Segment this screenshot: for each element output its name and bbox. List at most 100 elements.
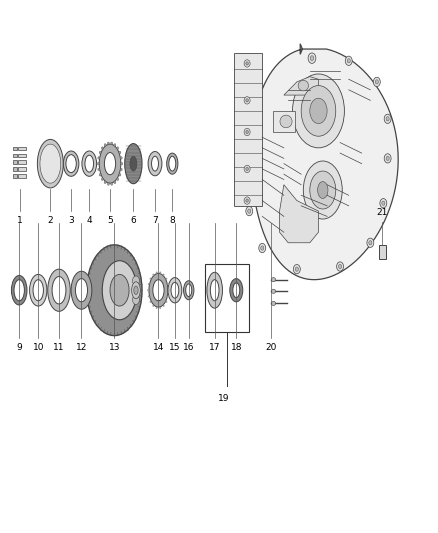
Ellipse shape [120,157,122,159]
Ellipse shape [48,269,70,311]
Ellipse shape [71,271,92,309]
Ellipse shape [134,286,138,294]
Ellipse shape [246,199,248,202]
Text: 8: 8 [170,216,175,225]
Ellipse shape [318,182,328,198]
Text: 10: 10 [32,343,44,352]
Text: 2: 2 [48,216,53,225]
Ellipse shape [375,80,378,84]
Ellipse shape [293,264,300,274]
Text: 18: 18 [230,343,242,352]
Ellipse shape [301,86,336,136]
Ellipse shape [163,305,165,307]
Text: 7: 7 [152,216,158,225]
Ellipse shape [147,289,149,292]
Ellipse shape [99,173,101,176]
Ellipse shape [117,178,119,181]
Ellipse shape [120,163,123,165]
Ellipse shape [107,142,110,144]
Bar [13,154,17,157]
Ellipse shape [107,183,110,185]
Text: 4: 4 [86,216,92,225]
Ellipse shape [104,152,116,175]
Ellipse shape [271,289,276,293]
Bar [18,160,26,164]
Ellipse shape [207,272,223,308]
Ellipse shape [167,283,169,285]
Ellipse shape [246,62,248,65]
Ellipse shape [130,156,137,171]
Ellipse shape [373,77,380,86]
Bar [18,154,26,157]
Ellipse shape [114,143,116,146]
Ellipse shape [271,278,276,282]
Ellipse shape [168,289,170,292]
Text: 1: 1 [17,216,23,225]
Ellipse shape [244,165,250,173]
Ellipse shape [97,163,99,165]
Ellipse shape [148,151,162,176]
Ellipse shape [11,276,27,305]
Ellipse shape [186,284,192,296]
Ellipse shape [167,153,178,174]
Ellipse shape [85,155,94,172]
Ellipse shape [111,142,113,144]
Ellipse shape [110,274,129,306]
Bar [234,53,262,206]
Ellipse shape [133,295,139,304]
Bar [273,111,295,132]
Bar [13,167,17,171]
Text: 19: 19 [218,394,229,403]
Ellipse shape [384,154,391,163]
Ellipse shape [87,245,142,336]
Ellipse shape [248,209,251,213]
Ellipse shape [101,147,103,149]
Ellipse shape [246,167,248,171]
Ellipse shape [298,80,308,91]
Ellipse shape [310,171,336,209]
Ellipse shape [166,301,167,303]
Ellipse shape [246,99,248,102]
Ellipse shape [99,144,121,183]
Polygon shape [279,185,318,243]
Ellipse shape [184,281,194,300]
Ellipse shape [133,276,139,286]
Ellipse shape [159,271,161,273]
Bar [13,160,17,164]
Bar [379,245,386,259]
Ellipse shape [293,74,344,148]
Text: 11: 11 [53,343,65,352]
Ellipse shape [171,282,179,298]
Ellipse shape [99,151,101,154]
Ellipse shape [148,283,149,285]
Ellipse shape [259,244,266,253]
Ellipse shape [66,155,76,173]
Ellipse shape [156,307,158,309]
Bar [13,174,17,178]
Polygon shape [284,77,318,95]
Text: 14: 14 [153,343,164,352]
Ellipse shape [52,277,66,304]
Ellipse shape [156,271,158,273]
Ellipse shape [148,295,149,297]
Ellipse shape [33,280,43,301]
Ellipse shape [210,280,219,301]
Bar [18,147,26,150]
Text: 9: 9 [16,343,22,352]
Ellipse shape [37,140,64,188]
Ellipse shape [295,267,298,271]
Bar [205,264,249,333]
Ellipse shape [75,279,88,302]
Ellipse shape [230,279,243,302]
Ellipse shape [380,199,387,208]
Bar [18,174,26,178]
Ellipse shape [345,56,352,66]
Ellipse shape [117,147,119,149]
Ellipse shape [233,283,240,297]
Ellipse shape [244,128,250,136]
Ellipse shape [246,206,253,216]
Ellipse shape [111,183,113,185]
Ellipse shape [150,278,152,280]
Ellipse shape [159,307,161,309]
Text: 17: 17 [209,343,220,352]
